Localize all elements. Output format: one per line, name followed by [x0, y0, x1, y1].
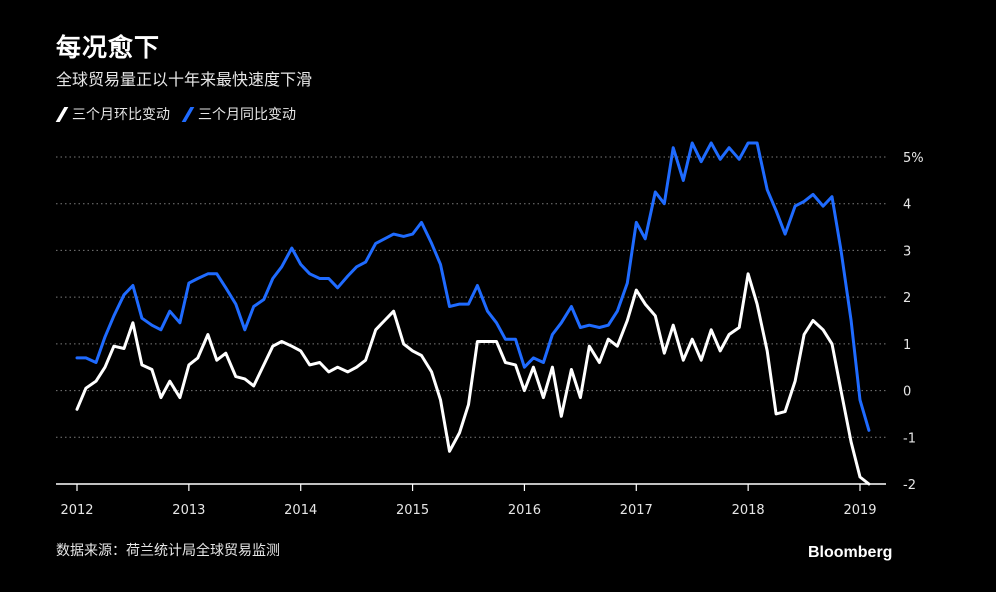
chart-subtitle: 全球贸易量正以十年来最快速度下滑: [56, 70, 313, 89]
y-tick-label-3: 2: [903, 291, 911, 306]
x-tick-label-3: 2015: [396, 503, 429, 518]
series-line-mom: [75, 272, 871, 486]
x-tick-label-7: 2019: [843, 503, 876, 518]
chart-legend: 三个月环比变动 三个月同比变动: [55, 104, 308, 124]
legend-label-mom: 三个月环比变动: [72, 107, 170, 123]
x-tick-label-4: 2016: [508, 503, 541, 518]
y-tick-label-1: 4: [903, 198, 911, 213]
x-tick-label-0: 2012: [60, 503, 93, 518]
legend-item-yoy: 三个月同比变动: [181, 104, 296, 124]
y-tick-label-5: 0: [903, 385, 911, 400]
x-tick-label-6: 2018: [732, 503, 765, 518]
y-tick-label-4: 1: [903, 338, 911, 353]
y-tick-label-2: 3: [903, 244, 911, 259]
y-tick-label-0: 5%: [903, 151, 924, 166]
y-tick-label-7: -2: [903, 478, 916, 493]
bloomberg-logo: Bloomberg: [808, 544, 893, 561]
series-line-yoy: [75, 141, 871, 432]
chart-title: 每况愈下: [56, 33, 161, 62]
legend-item-mom: 三个月环比变动: [55, 104, 170, 124]
y-tick-label-6: -1: [903, 431, 916, 446]
x-tick-label-1: 2013: [172, 503, 205, 518]
source-note: 数据来源：荷兰统计局全球贸易监测: [56, 543, 280, 559]
x-tick-label-2: 2014: [284, 503, 317, 518]
x-tick-label-5: 2017: [620, 503, 653, 518]
legend-label-yoy: 三个月同比变动: [198, 107, 296, 123]
